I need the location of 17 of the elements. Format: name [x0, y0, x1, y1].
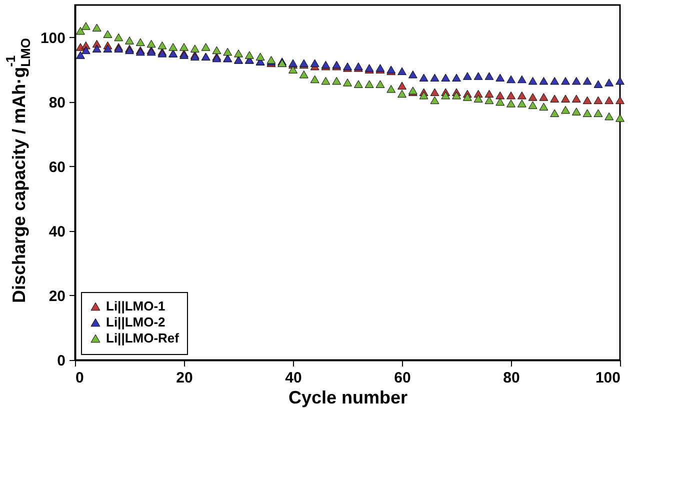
x-tick-label: 0: [76, 370, 84, 386]
legend-label: Li||LMO-2: [106, 314, 166, 330]
legend-label: Li||LMO-1: [106, 298, 166, 314]
y-tick-label: 0: [57, 352, 66, 370]
x-tick-label: 100: [595, 370, 620, 386]
y-tick-label: 80: [48, 94, 66, 112]
y-tick-label: 40: [48, 223, 66, 240]
x-tick-label: 60: [394, 370, 411, 386]
legend-label: Li||LMO-Ref: [106, 330, 180, 346]
x-tick-label: 80: [503, 370, 520, 386]
y-tick-label: 20: [48, 288, 66, 305]
x-tick-label: 20: [176, 370, 193, 386]
y-tick-label: 60: [48, 158, 66, 176]
y-tick-label: 100: [40, 30, 66, 47]
x-axis-title: Cycle number: [288, 388, 408, 408]
y-axis-title: Discharge capacity / mAh·gLMO-1: [3, 38, 33, 303]
x-tick-label: 40: [285, 370, 302, 386]
